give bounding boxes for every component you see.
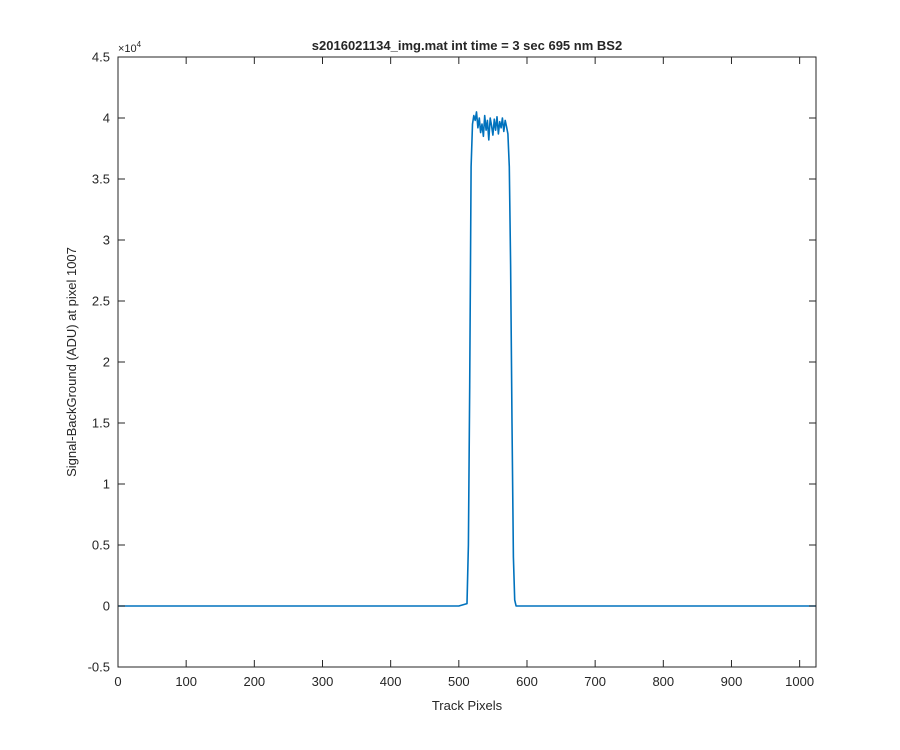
y-tick-label: 4 — [103, 111, 110, 126]
x-tick-label: 0 — [114, 674, 121, 689]
x-tick-label: 700 — [584, 674, 606, 689]
ticks-layer: 0 100 200 300 400 500 600 700 800 900 1000 -0.5 0 0.5… — [88, 50, 816, 689]
plot-area — [118, 57, 816, 667]
series-line — [118, 111, 816, 607]
y-tick-label: -0.5 — [88, 660, 110, 675]
x-tick-label: 300 — [312, 674, 334, 689]
y-tick-label: 1.5 — [92, 416, 110, 431]
x-tick-label: 800 — [652, 674, 674, 689]
x-axis-label: Track Pixels — [432, 698, 503, 713]
y-tick-label: 2 — [103, 355, 110, 370]
y-exponent-power: 4 — [137, 40, 142, 49]
x-tick-label: 200 — [243, 674, 265, 689]
y-tick-label: 3.5 — [92, 172, 110, 187]
x-tick-label: 1000 — [785, 674, 814, 689]
y-tick-label: 1 — [103, 477, 110, 492]
y-axis-exponent: ×104 — [118, 40, 142, 55]
x-tick-label: 600 — [516, 674, 538, 689]
y-tick-label: 2.5 — [92, 294, 110, 309]
x-tick-label: 400 — [380, 674, 402, 689]
x-tick-label: 500 — [448, 674, 470, 689]
y-tick-label: 3 — [103, 233, 110, 248]
x-tick-label: 100 — [175, 674, 197, 689]
series-layer — [118, 111, 816, 607]
x-tick-label: 900 — [721, 674, 743, 689]
axes-box — [117, 56, 817, 668]
y-exponent-base: ×10 — [118, 43, 137, 55]
y-tick-label: 0 — [103, 599, 110, 614]
y-tick-label: 4.5 — [92, 50, 110, 65]
y-axis-label: Signal-BackGround (ADU) at pixel 1007 — [64, 247, 79, 477]
y-tick-label: 0.5 — [92, 538, 110, 553]
chart-title: s2016021134_img.mat int time = 3 sec 695… — [312, 38, 622, 53]
